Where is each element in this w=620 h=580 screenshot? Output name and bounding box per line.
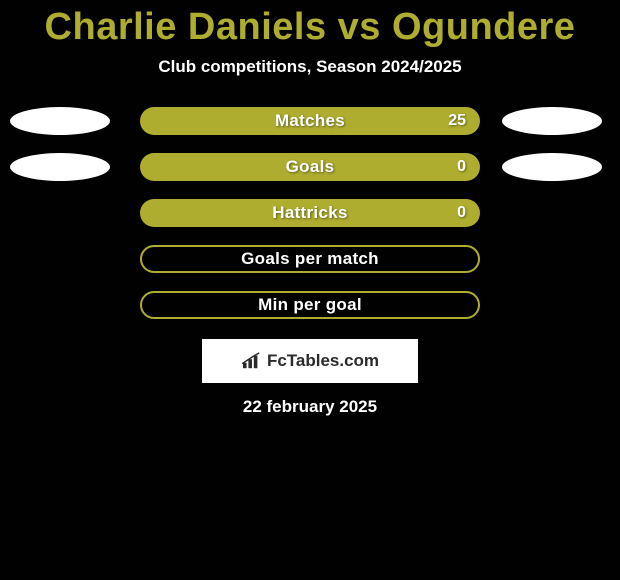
right-ellipse <box>502 107 602 135</box>
page-title: Charlie Daniels vs Ogundere <box>0 6 620 49</box>
stat-row-min-per-goal: Min per goal <box>0 291 620 319</box>
right-ellipse <box>502 153 602 181</box>
comparison-infographic: Charlie Daniels vs Ogundere Club competi… <box>0 0 620 417</box>
stat-bar: Min per goal <box>140 291 480 319</box>
stat-label: Matches <box>275 111 345 131</box>
stat-bar: Goals 0 <box>140 153 480 181</box>
logo-text: FcTables.com <box>267 351 379 371</box>
left-ellipse <box>10 153 110 181</box>
stat-label: Goals <box>286 157 335 177</box>
stat-bar: Hattricks 0 <box>140 199 480 227</box>
stat-bar: Goals per match <box>140 245 480 273</box>
stat-rows: Matches 25 Goals 0 Hattricks 0 Goals per <box>0 107 620 319</box>
stat-bar: Matches 25 <box>140 107 480 135</box>
subtitle: Club competitions, Season 2024/2025 <box>0 57 620 77</box>
stat-row-hattricks: Hattricks 0 <box>0 199 620 227</box>
stat-label: Hattricks <box>272 203 347 223</box>
stat-label: Min per goal <box>258 295 362 315</box>
stat-label: Goals per match <box>241 249 379 269</box>
stat-value: 0 <box>457 204 466 222</box>
date-line: 22 february 2025 <box>0 397 620 417</box>
stat-row-matches: Matches 25 <box>0 107 620 135</box>
stat-row-goals: Goals 0 <box>0 153 620 181</box>
source-logo: FcTables.com <box>202 339 418 383</box>
stat-row-goals-per-match: Goals per match <box>0 245 620 273</box>
bar-chart-icon <box>241 352 263 370</box>
stat-value: 25 <box>448 112 466 130</box>
stat-value: 0 <box>457 158 466 176</box>
left-ellipse <box>10 107 110 135</box>
